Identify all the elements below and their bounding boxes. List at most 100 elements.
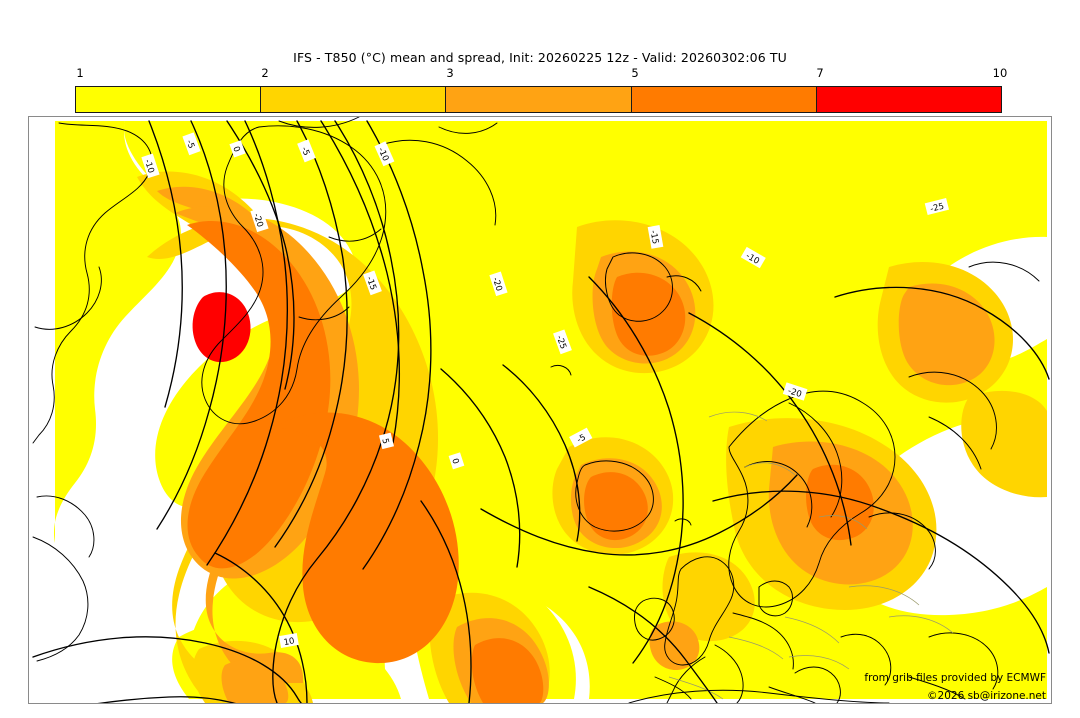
contour-label--20-c: -20 bbox=[250, 207, 269, 233]
contour-label-0-b: 0 bbox=[229, 140, 246, 158]
coastline-adriatic bbox=[840, 633, 892, 686]
contour-label--10-c: -10 bbox=[141, 153, 160, 179]
label-bg bbox=[279, 633, 299, 648]
spread-darkorange-svalbard bbox=[611, 272, 686, 356]
label-bg bbox=[182, 132, 201, 156]
svg-text:10: 10 bbox=[283, 636, 295, 648]
label-bg bbox=[553, 329, 572, 355]
border-norway-sweden bbox=[744, 462, 796, 476]
svg-text:-10: -10 bbox=[142, 158, 156, 174]
spread-band-7-10 bbox=[192, 292, 251, 363]
colorbar-segment-5-7 bbox=[630, 87, 816, 112]
coastline-denmark bbox=[758, 580, 793, 617]
contour-0-nw bbox=[206, 120, 288, 566]
coastline-svalbard-east bbox=[666, 275, 702, 292]
label-bg bbox=[363, 270, 382, 296]
colorbar-tick-10: 10 bbox=[992, 66, 1008, 80]
coastline-jan-mayen bbox=[550, 364, 572, 376]
svg-text:-5: -5 bbox=[184, 139, 196, 150]
border-arctic-north bbox=[708, 411, 768, 422]
border-france-belgium bbox=[728, 636, 784, 660]
coastline-arctic-islands bbox=[438, 122, 498, 134]
colorbar-segment-1-2 bbox=[76, 87, 261, 112]
colorbar-segment-3-5 bbox=[445, 87, 631, 112]
colorbar-tick-5: 5 bbox=[631, 66, 639, 80]
border-poland bbox=[848, 585, 920, 606]
copyright-attribution: ©2026 sb@irizone.net bbox=[927, 690, 1046, 702]
border-alps bbox=[788, 655, 850, 670]
contour-label--5-b: -5 bbox=[297, 139, 316, 163]
label-bg bbox=[297, 139, 316, 163]
spread-gold-east bbox=[961, 390, 1047, 498]
coastline-layer bbox=[32, 117, 1040, 703]
svg-text:-20: -20 bbox=[251, 212, 265, 228]
coastline-newfoundland bbox=[36, 495, 95, 558]
svg-text:-25: -25 bbox=[554, 334, 568, 350]
contour-label-layer: -25 -25 -20 -20 -20 bbox=[141, 132, 950, 648]
colorbar-tick-labels: 1 2 3 5 7 10 bbox=[0, 66, 1080, 82]
svg-text:-15: -15 bbox=[648, 230, 660, 245]
coastline-bothnia bbox=[788, 402, 843, 518]
contour-label--15-a: -15 bbox=[647, 225, 664, 249]
page-title: IFS - T850 (°C) mean and spread, Init: 2… bbox=[293, 50, 787, 65]
border-ukraine bbox=[888, 615, 954, 634]
contour-5-main bbox=[272, 120, 400, 703]
label-bg bbox=[141, 153, 160, 179]
coastline-greenland-detail-1 bbox=[328, 228, 382, 242]
coastline-labrador bbox=[34, 266, 102, 330]
contour-10-sw bbox=[32, 552, 308, 703]
spread-darkorange-trailing bbox=[471, 638, 544, 703]
coastline-faroes bbox=[674, 518, 692, 526]
spread-red-nucleus bbox=[192, 292, 251, 363]
contour--20-se bbox=[712, 490, 1050, 654]
coastline-greenland-detail-2 bbox=[298, 306, 350, 321]
contour--10-mid bbox=[362, 120, 432, 570]
colorbar-segment-2-3 bbox=[260, 87, 446, 112]
svg-text:-5: -5 bbox=[299, 146, 311, 158]
coastline-france-atlantic bbox=[714, 644, 744, 703]
coastline-ireland bbox=[634, 597, 675, 641]
contour-label--5-c: -5 bbox=[182, 132, 201, 156]
label-bg bbox=[448, 452, 465, 470]
contour-label-5: 5 bbox=[378, 432, 395, 450]
coastline-iceland bbox=[575, 460, 654, 532]
contour--25-ne bbox=[834, 286, 1050, 380]
contour--20-nw bbox=[226, 120, 295, 390]
label-bg bbox=[647, 225, 664, 249]
svg-text:-25: -25 bbox=[929, 202, 945, 215]
label-bg bbox=[569, 427, 593, 448]
coastline-arctic-canada bbox=[278, 117, 360, 128]
label-bg bbox=[229, 140, 246, 158]
svg-text:-15: -15 bbox=[364, 275, 378, 291]
svg-text:5: 5 bbox=[379, 437, 390, 445]
coastline-biscay bbox=[666, 656, 706, 703]
contour-label-10: 10 bbox=[279, 633, 299, 648]
border-finland bbox=[818, 515, 868, 530]
contour-label--20-b: -20 bbox=[489, 271, 508, 297]
label-bg bbox=[489, 271, 508, 297]
svg-text:-5: -5 bbox=[575, 433, 587, 446]
coastline-greenland-east bbox=[32, 122, 153, 444]
coastline-novaya-zemlya bbox=[968, 261, 1040, 282]
spread-darkorange-iceland bbox=[584, 472, 648, 541]
spread-shading-layer bbox=[29, 117, 1051, 703]
map-svg: -25 -25 -20 -20 -20 bbox=[29, 117, 1051, 703]
colorbar-tick-2: 2 bbox=[261, 66, 269, 80]
map-canvas: -25 -25 -20 -20 -20 bbox=[28, 116, 1052, 704]
contour-label--15-b: -15 bbox=[363, 270, 382, 296]
country-border-layer bbox=[668, 411, 954, 700]
contour-label--25-b: -25 bbox=[553, 329, 572, 355]
spread-yellow-west-strip bbox=[53, 121, 181, 543]
coastline-ellesmere bbox=[380, 139, 497, 226]
contour--15-nw bbox=[320, 120, 400, 444]
coastline-aegean bbox=[908, 676, 966, 700]
coastline-north-africa bbox=[628, 689, 890, 703]
contour-label--5-a: -5 bbox=[569, 427, 593, 448]
coastline-west-med bbox=[768, 686, 816, 703]
label-bg bbox=[378, 432, 395, 450]
contour--20-mid bbox=[440, 368, 521, 568]
contour--5-south bbox=[480, 474, 798, 556]
coastline-white-sea bbox=[928, 416, 982, 470]
coastline-black-sea bbox=[928, 632, 999, 690]
border-spain-france bbox=[668, 676, 724, 700]
